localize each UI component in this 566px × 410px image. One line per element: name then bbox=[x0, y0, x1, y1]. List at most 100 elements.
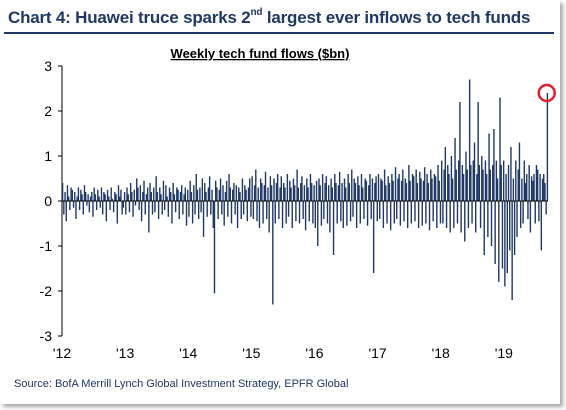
bar bbox=[519, 201, 522, 228]
bar bbox=[216, 187, 218, 201]
bar bbox=[210, 201, 212, 215]
bar bbox=[292, 178, 295, 201]
bar bbox=[127, 194, 129, 201]
bar bbox=[281, 201, 284, 228]
bar bbox=[261, 183, 263, 201]
bar bbox=[386, 201, 388, 224]
bar bbox=[269, 176, 272, 201]
bar bbox=[283, 183, 285, 201]
bar bbox=[380, 178, 382, 201]
bar bbox=[87, 194, 89, 201]
bar bbox=[235, 185, 238, 201]
bar bbox=[498, 201, 500, 282]
bar bbox=[467, 201, 470, 228]
bar bbox=[100, 187, 103, 201]
bar bbox=[200, 201, 202, 213]
bar bbox=[334, 174, 336, 201]
bar bbox=[366, 201, 369, 226]
bar bbox=[448, 174, 450, 201]
bar bbox=[138, 201, 140, 210]
bar bbox=[517, 169, 519, 201]
bar bbox=[539, 174, 541, 201]
bar bbox=[162, 180, 165, 201]
bar bbox=[212, 201, 214, 228]
bar bbox=[347, 174, 349, 201]
bar bbox=[77, 187, 80, 201]
bar bbox=[92, 201, 94, 217]
bar bbox=[500, 165, 502, 201]
bar bbox=[504, 201, 506, 287]
bar bbox=[205, 192, 207, 201]
bar bbox=[306, 178, 308, 201]
bar bbox=[264, 171, 267, 201]
bar bbox=[174, 201, 177, 213]
bar bbox=[65, 201, 67, 222]
bar bbox=[167, 201, 170, 217]
bar bbox=[280, 176, 283, 201]
bar bbox=[95, 201, 98, 210]
bar bbox=[529, 201, 532, 233]
bar bbox=[289, 180, 291, 201]
bar bbox=[443, 169, 445, 201]
bar bbox=[351, 169, 353, 201]
tech-fund-flows-chart: Weekly tech fund flows ($bn)3210-1-2-3'1… bbox=[40, 46, 556, 361]
bar bbox=[324, 183, 326, 201]
bar bbox=[338, 171, 341, 201]
bar bbox=[528, 165, 530, 201]
bar bbox=[326, 201, 329, 224]
bar bbox=[272, 201, 274, 305]
bar bbox=[129, 183, 132, 201]
y-tick-label: -3 bbox=[40, 328, 53, 344]
bar bbox=[177, 189, 179, 201]
chart-frame: Chart 4: Huawei truce sparks 2nd largest… bbox=[0, 7, 560, 390]
bar bbox=[313, 185, 315, 201]
bar bbox=[64, 192, 66, 201]
bar bbox=[408, 165, 410, 201]
bar bbox=[482, 169, 484, 201]
bar bbox=[172, 183, 174, 201]
bar bbox=[161, 201, 163, 215]
bar bbox=[159, 187, 161, 201]
bar bbox=[381, 180, 383, 201]
bar bbox=[76, 196, 78, 201]
bar bbox=[487, 201, 489, 237]
bar bbox=[353, 178, 355, 201]
bar bbox=[71, 189, 74, 201]
bar bbox=[375, 176, 377, 201]
bar bbox=[256, 201, 258, 222]
bar bbox=[453, 201, 455, 228]
bar bbox=[106, 189, 109, 201]
bar bbox=[471, 201, 473, 224]
bar bbox=[543, 174, 545, 201]
x-tick-label: '19 bbox=[495, 345, 513, 361]
bar bbox=[262, 201, 264, 224]
bar bbox=[314, 201, 317, 228]
bar bbox=[496, 178, 499, 201]
bar bbox=[526, 174, 528, 201]
bar bbox=[473, 142, 476, 201]
bar bbox=[336, 201, 338, 224]
bar bbox=[196, 189, 199, 201]
bar bbox=[427, 183, 430, 201]
bar bbox=[105, 201, 108, 222]
bar bbox=[83, 185, 86, 201]
bar bbox=[112, 201, 115, 213]
bar bbox=[309, 174, 312, 201]
bar bbox=[379, 201, 381, 219]
bar bbox=[522, 201, 524, 224]
bar bbox=[88, 201, 91, 213]
bar bbox=[431, 178, 433, 201]
bar bbox=[489, 169, 491, 201]
bar bbox=[89, 196, 92, 201]
bar bbox=[541, 178, 544, 201]
bar bbox=[499, 97, 501, 201]
bar bbox=[450, 156, 453, 201]
bar bbox=[75, 201, 77, 219]
chart-area: Weekly tech fund flows ($bn) 3 2 1 0 -1 -2 -3'1… bbox=[0, 36, 560, 366]
bar bbox=[321, 174, 324, 201]
bar bbox=[241, 178, 244, 201]
bar bbox=[111, 198, 114, 201]
bar bbox=[438, 180, 440, 201]
bar bbox=[104, 194, 106, 201]
bar bbox=[449, 201, 451, 233]
